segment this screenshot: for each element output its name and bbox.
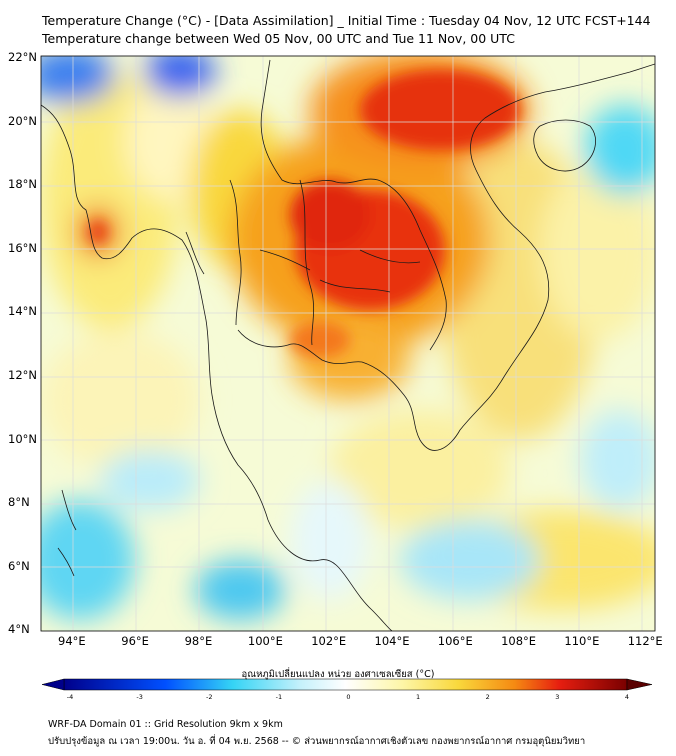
footer-credit: ปรับปรุงข้อมูล ณ เวลา 19:00น. วัน อ. ที่… <box>48 736 586 747</box>
longitude-label: 98°E <box>184 634 213 648</box>
longitude-label: 100°E <box>247 634 283 648</box>
colorbar-tick-label: -1 <box>275 693 283 701</box>
colorbar-tick-label: 4 <box>624 693 630 701</box>
colorbar-tick-label: -4 <box>66 693 74 701</box>
latitude-label: 4°N <box>8 622 30 637</box>
map-subtitle: Temperature change between Wed 05 Nov, 0… <box>42 31 515 46</box>
colorbar-title: อุณหภูมิเปลี่ยนแปลง หน่วย องศาเซลเซียส (… <box>241 669 435 680</box>
longitude-label: 108°E <box>501 634 537 648</box>
temperature-field <box>41 56 655 631</box>
colorbar <box>41 678 653 691</box>
longitude-label: 112°E <box>627 634 663 648</box>
longitude-label: 110°E <box>564 634 600 648</box>
colorbar-tick-label: -3 <box>136 693 143 701</box>
longitude-label: 96°E <box>121 634 149 648</box>
plot-frame <box>40 55 656 632</box>
graticule <box>41 56 655 631</box>
latitude-label: 6°N <box>8 558 30 573</box>
colorbar-tick-label: 3 <box>555 693 560 701</box>
map-title: Temperature Change (°C) - [Data Assimila… <box>42 13 651 28</box>
coastlines-and-borders <box>41 59 655 631</box>
colorbar-tick-label: 1 <box>416 693 421 701</box>
latitude-label: 20°N <box>8 113 37 128</box>
colorbar-tick-label: -2 <box>206 693 213 701</box>
colorbar-tick-label: 2 <box>485 693 490 701</box>
longitude-label: 102°E <box>311 634 347 648</box>
colorbar-tick-label: 0 <box>346 693 351 701</box>
temperature-change-map <box>40 55 656 691</box>
latitude-label: 22°N <box>8 50 37 64</box>
longitude-label: 94°E <box>58 634 86 648</box>
latitude-label: 16°N <box>8 240 37 255</box>
latitude-label: 8°N <box>8 495 30 510</box>
latitude-label: 14°N <box>8 304 37 319</box>
latitude-label: 10°N <box>8 431 37 446</box>
longitude-label: 106°E <box>437 634 473 648</box>
footer-model-info: WRF-DA Domain 01 :: Grid Resolution 9km … <box>48 719 283 730</box>
latitude-label: 12°N <box>8 368 37 382</box>
latitude-label: 18°N <box>8 177 37 192</box>
longitude-label: 104°E <box>374 634 410 648</box>
